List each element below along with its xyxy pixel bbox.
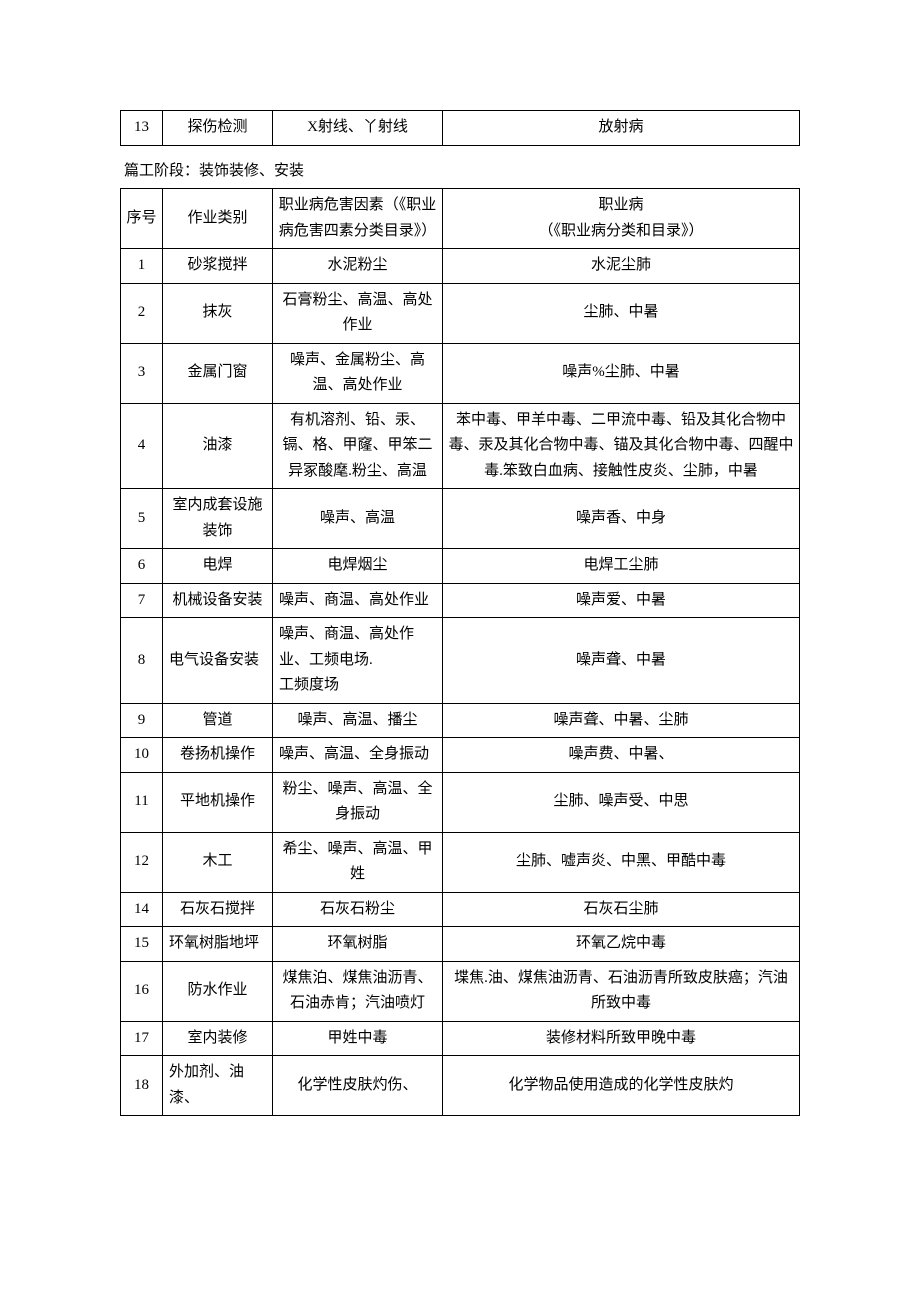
- table-row: 18外加剂、油漆、化学性皮肤灼伤、化学物品使用造成的化学性皮肤灼: [121, 1056, 800, 1116]
- table-cell: 噪声、高温: [273, 489, 443, 549]
- table-cell: 噪声聋、中暑: [443, 618, 800, 704]
- table-cell: 11: [121, 772, 163, 832]
- table-cell: 电焊烟尘: [273, 549, 443, 584]
- table-cell: 噪声、商温、高处作业、工频电场. 工频度场: [273, 618, 443, 704]
- table-cell: 4: [121, 403, 163, 489]
- table-cell: 噪声香、中身: [443, 489, 800, 549]
- table-cell: 苯中毒、甲羊中毒、二甲流中毒、铅及其化合物中毒、汞及其化合物中毒、锚及其化合物中…: [443, 403, 800, 489]
- table-cell: 放射病: [443, 111, 800, 146]
- table-row: 5室内成套设施装饰噪声、高温噪声香、中身: [121, 489, 800, 549]
- table-row: 7机械设备安装噪声、商温、高处作业噪声爱、中暑: [121, 583, 800, 618]
- table-cell: 室内装修: [163, 1021, 273, 1056]
- table-cell: 水泥粉尘: [273, 249, 443, 284]
- table-cell: 煤焦泊、煤焦油沥青、石油赤肯；汽油喷灯: [273, 961, 443, 1021]
- table-cell: 尘肺、中暑: [443, 283, 800, 343]
- top-table: 13探伤检测X射线、丫射线放射病: [120, 110, 800, 146]
- table-cell: 堞焦.油、煤焦油沥青、石油沥青所致皮肤癌；汽油所致中毒: [443, 961, 800, 1021]
- table-cell: 石膏粉尘、高温、高处作业: [273, 283, 443, 343]
- table-cell: 噪声爱、中暑: [443, 583, 800, 618]
- table-cell: 15: [121, 927, 163, 962]
- table-cell: 希尘、噪声、高温、甲姓: [273, 832, 443, 892]
- section-title: 篇工阶段：装饰装修、安装: [120, 160, 800, 183]
- table-header-row: 序号作业类别职业病危害因素（《职业病危害四素分类目录》）职业病 （《职业病分类和…: [121, 189, 800, 249]
- table-header-cell: 序号: [121, 189, 163, 249]
- table-row: 8电气设备安装噪声、商温、高处作业、工频电场. 工频度场噪声聋、中暑: [121, 618, 800, 704]
- table-header-cell: 职业病 （《职业病分类和目录》）: [443, 189, 800, 249]
- table-row: 1砂浆搅拌水泥粉尘水泥尘肺: [121, 249, 800, 284]
- table-cell: 防水作业: [163, 961, 273, 1021]
- table-cell: 噪声聋、中暑、尘肺: [443, 703, 800, 738]
- table-cell: 探伤检测: [163, 111, 273, 146]
- table-cell: 2: [121, 283, 163, 343]
- table-row: 6电焊电焊烟尘电焊工尘肺: [121, 549, 800, 584]
- table-cell: 平地机操作: [163, 772, 273, 832]
- table-cell: 噪声、高温、播尘: [273, 703, 443, 738]
- table-cell: 石灰石尘肺: [443, 892, 800, 927]
- table-cell: 金属门窗: [163, 343, 273, 403]
- table-row: 11平地机操作粉尘、噪声、高温、全身振动尘肺、噪声受、中思: [121, 772, 800, 832]
- document-page: 13探伤检测X射线、丫射线放射病 篇工阶段：装饰装修、安装 序号作业类别职业病危…: [0, 0, 920, 1301]
- table-cell: 环氧树脂: [273, 927, 443, 962]
- table-cell: 化学性皮肤灼伤、: [273, 1056, 443, 1116]
- table-cell: 有机溶剂、铅、汞、镉、格、甲窿、甲笨二异冢酸麾.粉尘、高温: [273, 403, 443, 489]
- table-cell: 18: [121, 1056, 163, 1116]
- table-cell: 油漆: [163, 403, 273, 489]
- table-row: 12木工希尘、噪声、高温、甲姓尘肺、嘘声炎、中黑、甲酷中毒: [121, 832, 800, 892]
- table-row: 14石灰石搅拌石灰石粉尘石灰石尘肺: [121, 892, 800, 927]
- table-row: 15环氧树脂地坪环氧树脂环氧乙烷中毒: [121, 927, 800, 962]
- table-cell: 外加剂、油漆、: [163, 1056, 273, 1116]
- table-header-cell: 职业病危害因素（《职业病危害四素分类目录》）: [273, 189, 443, 249]
- table-cell: 噪声、商温、高处作业: [273, 583, 443, 618]
- table-cell: 石灰石搅拌: [163, 892, 273, 927]
- table-row: 2抹灰石膏粉尘、高温、高处作业尘肺、中暑: [121, 283, 800, 343]
- table-row: 3金属门窗噪声、金属粉尘、高温、高处作业噪声%尘肺、中暑: [121, 343, 800, 403]
- main-table: 序号作业类别职业病危害因素（《职业病危害四素分类目录》）职业病 （《职业病分类和…: [120, 188, 800, 1116]
- table-row: 16防水作业煤焦泊、煤焦油沥青、石油赤肯；汽油喷灯堞焦.油、煤焦油沥青、石油沥青…: [121, 961, 800, 1021]
- table-cell: 电焊工尘肺: [443, 549, 800, 584]
- table-cell: 室内成套设施装饰: [163, 489, 273, 549]
- table-cell: 环氧树脂地坪: [163, 927, 273, 962]
- table-cell: 1: [121, 249, 163, 284]
- table-cell: 噪声、高温、全身振动: [273, 738, 443, 773]
- table-cell: 噪声、金属粉尘、高温、高处作业: [273, 343, 443, 403]
- table-cell: 噪声费、中暑、: [443, 738, 800, 773]
- table-cell: 石灰石粉尘: [273, 892, 443, 927]
- table-cell: 装修材料所致甲晚中毒: [443, 1021, 800, 1056]
- table-cell: 17: [121, 1021, 163, 1056]
- table-cell: 5: [121, 489, 163, 549]
- table-cell: 机械设备安装: [163, 583, 273, 618]
- table-row: 13探伤检测X射线、丫射线放射病: [121, 111, 800, 146]
- table-row: 10卷扬机操作噪声、高温、全身振动噪声费、中暑、: [121, 738, 800, 773]
- table-cell: 管道: [163, 703, 273, 738]
- table-cell: 13: [121, 111, 163, 146]
- table-cell: 电焊: [163, 549, 273, 584]
- table-cell: 噪声%尘肺、中暑: [443, 343, 800, 403]
- table-cell: 尘肺、噪声受、中思: [443, 772, 800, 832]
- table-cell: 水泥尘肺: [443, 249, 800, 284]
- table-cell: 环氧乙烷中毒: [443, 927, 800, 962]
- table-cell: X射线、丫射线: [273, 111, 443, 146]
- table-cell: 6: [121, 549, 163, 584]
- table-row: 4油漆有机溶剂、铅、汞、镉、格、甲窿、甲笨二异冢酸麾.粉尘、高温苯中毒、甲羊中毒…: [121, 403, 800, 489]
- table-cell: 甲姓中毒: [273, 1021, 443, 1056]
- table-cell: 9: [121, 703, 163, 738]
- table-cell: 10: [121, 738, 163, 773]
- table-cell: 16: [121, 961, 163, 1021]
- table-cell: 木工: [163, 832, 273, 892]
- table-row: 9管道噪声、高温、播尘噪声聋、中暑、尘肺: [121, 703, 800, 738]
- table-cell: 8: [121, 618, 163, 704]
- table-cell: 粉尘、噪声、高温、全身振动: [273, 772, 443, 832]
- table-cell: 14: [121, 892, 163, 927]
- table-cell: 砂浆搅拌: [163, 249, 273, 284]
- table-cell: 尘肺、嘘声炎、中黑、甲酷中毒: [443, 832, 800, 892]
- table-cell: 7: [121, 583, 163, 618]
- table-cell: 3: [121, 343, 163, 403]
- table-cell: 化学物品使用造成的化学性皮肤灼: [443, 1056, 800, 1116]
- table-cell: 电气设备安装: [163, 618, 273, 704]
- table-cell: 卷扬机操作: [163, 738, 273, 773]
- table-cell: 12: [121, 832, 163, 892]
- table-row: 17室内装修甲姓中毒装修材料所致甲晚中毒: [121, 1021, 800, 1056]
- table-cell: 抹灰: [163, 283, 273, 343]
- table-header-cell: 作业类别: [163, 189, 273, 249]
